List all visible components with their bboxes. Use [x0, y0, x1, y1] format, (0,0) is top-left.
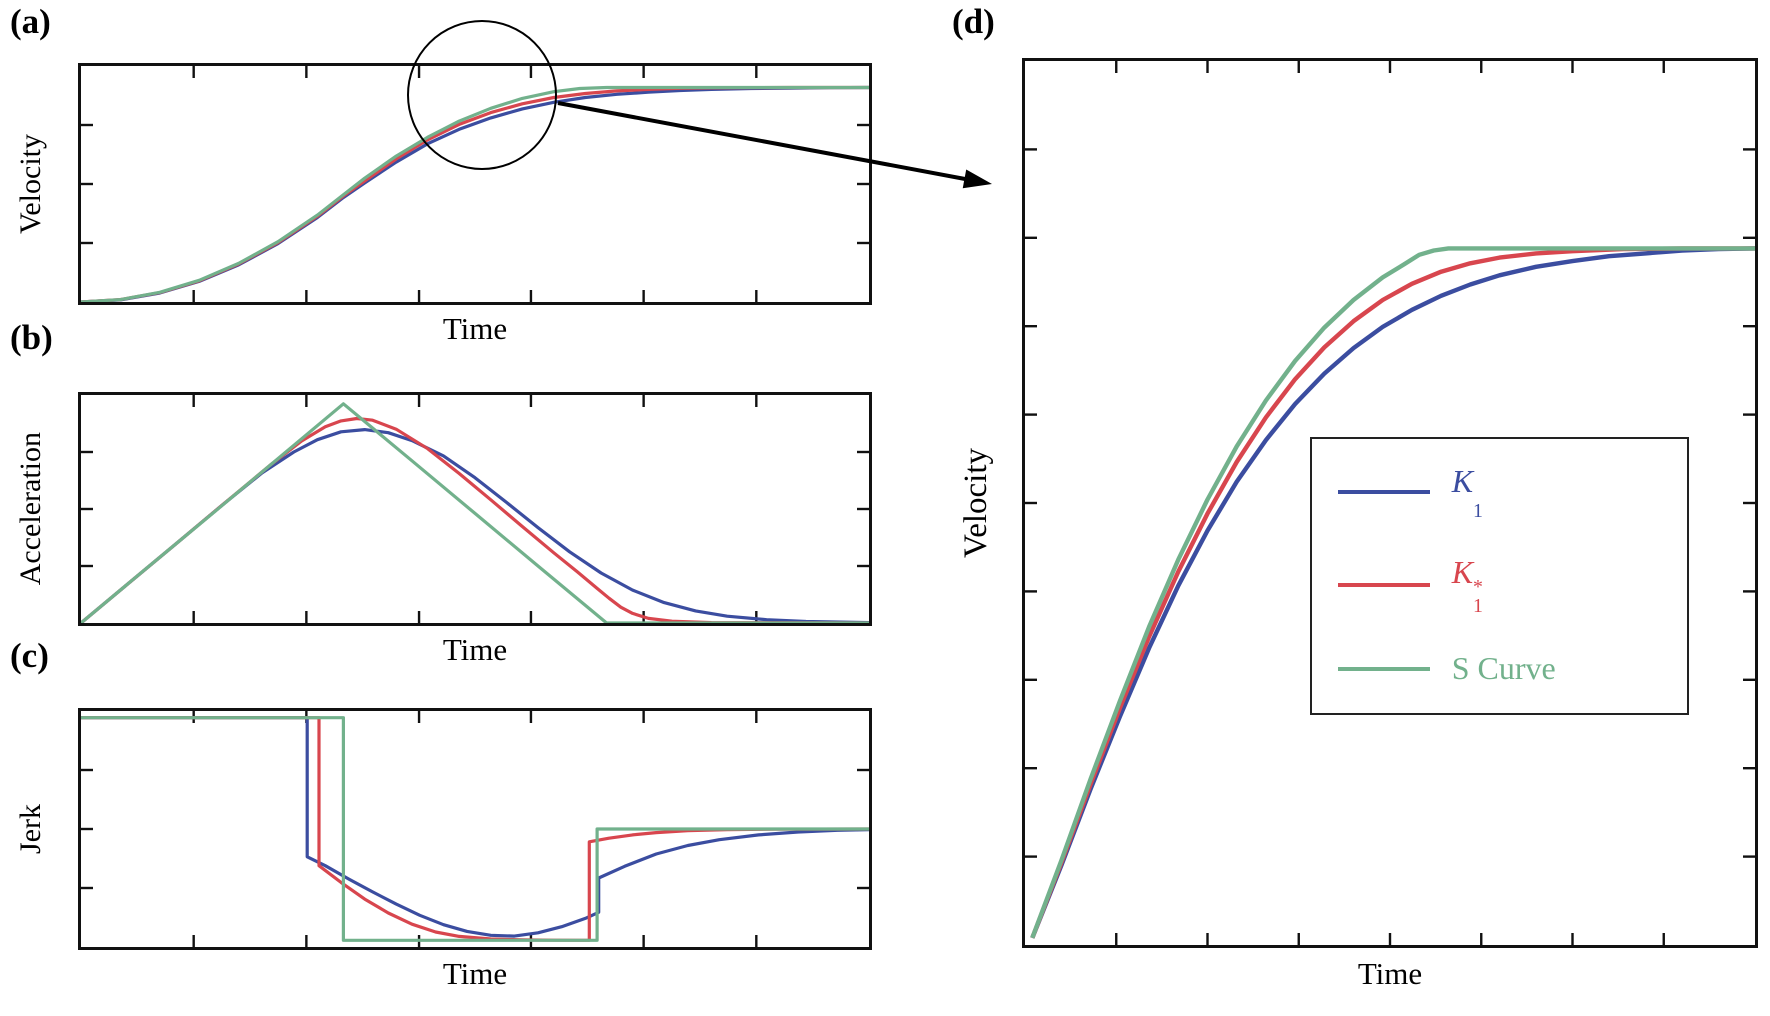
- series-line-k1-: [1030, 246, 1755, 939]
- legend-item-k1-star: K * 1: [1322, 554, 1678, 616]
- legend-line-s-curve: [1337, 667, 1430, 672]
- chart-svg-b: [81, 395, 869, 623]
- series-line-s-curve: [81, 85, 869, 302]
- y-axis-label-a: Velocity: [14, 134, 47, 234]
- y-axis-label-c-wrap: Jerk: [2, 708, 60, 950]
- y-axis-label-d-wrap: Velocity: [942, 58, 1010, 948]
- series-line-k1-: [81, 416, 869, 623]
- series-line-k1: [81, 716, 869, 938]
- plot-area-jerk: [78, 708, 872, 950]
- legend-item-s-curve: S Curve: [1322, 650, 1678, 689]
- chart-svg-a: [81, 66, 869, 302]
- series-line-s-curve: [81, 716, 869, 942]
- y-axis-label-c: Jerk: [14, 804, 47, 854]
- legend-label-k1-star: K * 1: [1451, 554, 1483, 618]
- chart-svg-c: [81, 711, 869, 947]
- y-axis-label-b-wrap: Acceleration: [2, 392, 60, 626]
- series-line-s-curve: [1030, 246, 1755, 939]
- y-axis-label-d: Velocity: [957, 448, 994, 558]
- legend-sub-k1-star: 1: [1473, 595, 1483, 618]
- legend-sub-k1: 1: [1473, 499, 1483, 522]
- x-axis-label-c: Time: [442, 956, 508, 991]
- chart-svg-d: [1025, 61, 1755, 945]
- x-axis-label-d: Time: [1357, 956, 1423, 991]
- plot-area-acceleration: [78, 392, 872, 626]
- x-axis-label-a: Time: [442, 311, 508, 346]
- legend-line-k1-star: [1337, 583, 1430, 588]
- y-axis-label-b: Acceleration: [14, 432, 47, 586]
- series-line-k1-: [81, 85, 869, 302]
- axis-ticks: [81, 395, 869, 623]
- x-axis-label-b: Time: [442, 632, 508, 667]
- y-axis-label-a-wrap: Velocity: [2, 63, 60, 305]
- panel-label-b: (b): [10, 318, 53, 357]
- axis-ticks: [81, 711, 869, 947]
- series-line-s-curve: [81, 402, 869, 623]
- axis-ticks: [1025, 61, 1755, 945]
- legend-line-k1: [1337, 489, 1430, 494]
- axis-ticks: [81, 66, 869, 302]
- series-line-k1: [1030, 246, 1755, 939]
- panel-label-c: (c): [10, 636, 49, 675]
- panel-label-d: (d): [952, 2, 995, 41]
- legend-label-s-curve: S Curve: [1451, 650, 1556, 687]
- legend-sup-k1-star: *: [1473, 576, 1483, 599]
- panel-label-a: (a): [10, 2, 51, 41]
- plot-area-velocity: [78, 63, 872, 305]
